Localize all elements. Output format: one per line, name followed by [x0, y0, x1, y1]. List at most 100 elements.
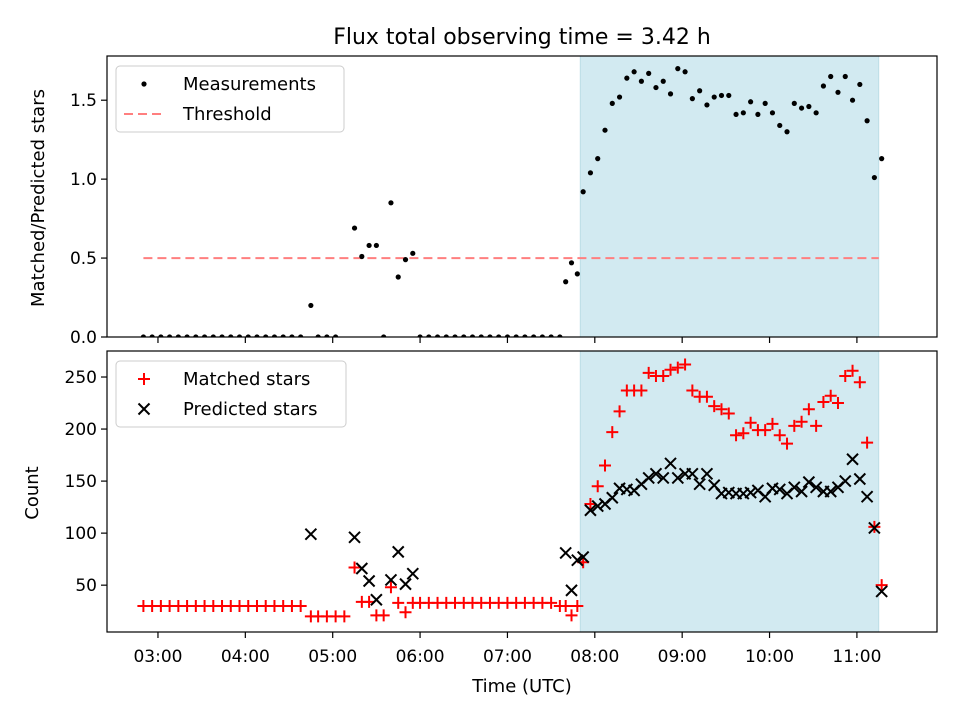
measurement-point — [842, 73, 848, 80]
predicted-star-point — [846, 453, 859, 466]
measurement-point — [469, 334, 476, 337]
matched-star-point — [294, 599, 307, 612]
measurement-point — [271, 334, 278, 337]
measurement-point — [402, 257, 409, 263]
legend-marker-predicted — [137, 402, 151, 416]
measurement-point — [791, 100, 797, 106]
measurement-point — [426, 334, 432, 337]
y-tick-label: 1.0 — [70, 170, 97, 190]
measurement-point — [228, 334, 234, 337]
measurement-point — [434, 334, 441, 337]
predicted-star-point — [576, 550, 590, 564]
measurement-point — [835, 89, 841, 95]
axes-frame — [106, 55, 938, 338]
measurement-point — [167, 334, 173, 337]
matched-star-point — [599, 459, 611, 472]
measurement-point — [675, 66, 681, 72]
legend-box — [115, 360, 347, 428]
predicted-star-point — [664, 457, 677, 470]
predicted-star-point — [362, 574, 376, 588]
predicted-star-point — [686, 467, 699, 481]
measurement-point — [587, 170, 594, 176]
measurement-point — [388, 200, 394, 206]
measurement-point — [871, 174, 877, 181]
measurement-point — [539, 334, 545, 337]
measurement-point — [443, 334, 449, 337]
measurement-point — [682, 69, 688, 75]
count-axis-label: Count — [22, 466, 43, 519]
measurement-point — [864, 118, 870, 124]
legend-label: Threshold — [182, 104, 272, 125]
axes-frame — [106, 350, 938, 633]
matched-star-point — [606, 426, 619, 439]
measurement-point — [308, 302, 314, 309]
measurement-point — [563, 279, 569, 285]
matched-star-point — [788, 419, 801, 432]
x-tick-label: 09:00 — [658, 647, 707, 667]
measurement-point — [568, 260, 575, 266]
matched-star-point — [810, 419, 823, 432]
measurement-point — [813, 110, 819, 116]
predicted-star-point — [839, 474, 852, 488]
matched-star-point — [559, 599, 572, 612]
measurement-point — [315, 334, 321, 337]
measurement-point — [201, 334, 208, 337]
measurement-point — [638, 78, 645, 84]
measurement-point — [697, 88, 703, 94]
predicted-star-point — [773, 483, 786, 496]
matched-star-point — [839, 369, 852, 382]
measurement-point — [210, 334, 216, 337]
measurement-point — [740, 110, 746, 116]
x-tick-label: 05:00 — [308, 647, 357, 667]
matched-star-point — [730, 429, 743, 442]
measurement-point — [140, 334, 147, 337]
measurement-point — [452, 334, 458, 337]
legend-marker-measurement — [141, 81, 147, 87]
matched-star-point — [766, 417, 779, 430]
matched-star-point — [591, 480, 604, 493]
matched-star-point — [671, 361, 684, 374]
measurement-point — [595, 156, 601, 162]
measurement-point — [660, 78, 666, 84]
measurement-point — [711, 94, 717, 100]
plot-area — [137, 358, 888, 623]
predicted-star-point — [392, 545, 405, 559]
measurement-point — [504, 334, 511, 337]
x-tick-label: 11:00 — [832, 647, 881, 667]
measurement-point — [755, 111, 761, 118]
matched-star-point — [759, 424, 772, 437]
x-tick-label: 07:00 — [483, 647, 532, 667]
matched-star-point — [613, 405, 626, 418]
measurement-point — [513, 334, 519, 337]
count-panel: 50 100 150 200 250 03:00 04:00 05:00 06:00 07:00 0… — [65, 350, 938, 667]
measurement-point — [522, 334, 528, 337]
measurement-point — [359, 253, 365, 260]
predicted-star-point — [384, 573, 398, 587]
measurement-point — [646, 70, 652, 76]
x-tick-label: 03:00 — [133, 647, 182, 667]
predicted-star-point — [370, 593, 383, 606]
y-tick-label: 150 — [65, 472, 97, 492]
y-tick-label: 200 — [65, 420, 97, 440]
matched-star-point — [686, 384, 699, 397]
measurement-point — [820, 83, 827, 89]
measurement-point — [193, 334, 199, 337]
legend-label: Matched stars — [183, 369, 310, 390]
predicted-star-point — [559, 546, 572, 560]
time-axis-label: Time (UTC) — [471, 676, 572, 697]
predicted-star-point — [802, 475, 816, 489]
measurement-point — [624, 75, 630, 81]
measurement-point — [149, 334, 155, 337]
matched-star-point — [635, 384, 648, 397]
predicted-star-point — [788, 481, 801, 494]
measurement-point — [531, 334, 537, 337]
x-tick-label: 08:00 — [570, 647, 619, 667]
predicted-star-point — [304, 527, 318, 541]
predicted-star-point — [406, 567, 419, 580]
matched-star-point — [795, 415, 808, 428]
predicted-star-point — [642, 471, 655, 485]
measurement-point — [410, 250, 416, 256]
legend-marker-matched — [138, 373, 150, 385]
matched-star-point — [853, 376, 866, 389]
